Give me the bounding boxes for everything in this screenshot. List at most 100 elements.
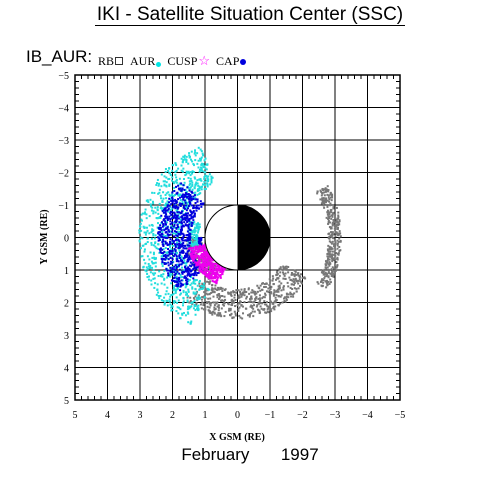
point-aur: [193, 230, 196, 233]
point-cap: [170, 210, 173, 213]
point-aur: [165, 251, 168, 254]
point-aur: [182, 301, 185, 304]
point-rb: [297, 272, 300, 275]
point-aur: [196, 236, 199, 239]
point-aur: [196, 162, 199, 165]
point-aur: [172, 182, 175, 185]
point-rb: [259, 298, 262, 301]
point-cap: [175, 230, 178, 233]
y-tick-label: 4: [64, 364, 69, 375]
point-rb: [282, 273, 285, 276]
point-cap: [171, 267, 174, 270]
point-cap: [177, 233, 180, 236]
point-cap: [187, 267, 190, 270]
point-aur: [196, 182, 199, 185]
point-cap: [183, 256, 186, 259]
point-cap: [178, 255, 181, 258]
point-cap: [161, 221, 164, 224]
point-rb: [331, 222, 334, 225]
x-tick-label: 2: [170, 410, 175, 421]
point-aur: [167, 210, 170, 213]
point-aur: [160, 273, 163, 276]
point-aur: [198, 288, 201, 291]
point-cap: [197, 207, 200, 210]
point-cap: [164, 240, 167, 243]
point-aur: [175, 176, 178, 179]
point-rb: [233, 294, 236, 297]
point-rb: [219, 296, 222, 299]
point-aur: [176, 232, 179, 235]
point-rb: [268, 284, 271, 287]
point-rb: [283, 296, 286, 299]
point-rb: [265, 303, 268, 306]
point-cap: [174, 220, 177, 223]
point-cap: [184, 265, 187, 268]
point-rb: [200, 298, 203, 301]
point-rb: [195, 302, 198, 305]
magenta-star-icon: ☆: [198, 53, 211, 68]
point-rb: [265, 282, 268, 285]
point-aur: [155, 257, 158, 260]
point-rb: [245, 295, 248, 298]
point-cusp: [215, 282, 218, 285]
point-rb: [334, 242, 337, 245]
point-aur: [187, 170, 190, 173]
point-rb: [259, 305, 262, 308]
point-rb: [322, 273, 325, 276]
point-rb: [335, 220, 338, 223]
point-cap: [162, 238, 165, 241]
point-rb: [263, 283, 266, 286]
point-rb: [290, 283, 293, 286]
point-aur: [169, 206, 172, 209]
point-rb: [255, 296, 258, 299]
point-cap: [187, 205, 190, 208]
point-aur: [141, 237, 144, 240]
point-aur: [186, 311, 189, 314]
point-aur: [198, 281, 201, 284]
point-aur: [156, 208, 159, 211]
point-cap: [202, 202, 205, 205]
point-cap: [171, 258, 174, 261]
point-aur: [162, 234, 165, 237]
point-cap: [193, 213, 196, 216]
point-aur: [194, 151, 197, 154]
x-tick-label: 3: [138, 410, 143, 421]
point-rb: [272, 305, 275, 308]
point-aur: [180, 223, 183, 226]
point-cap: [177, 217, 180, 220]
point-rb: [277, 277, 280, 280]
point-cap: [162, 252, 165, 255]
point-cap: [196, 266, 199, 269]
y-tick-label: 3: [64, 331, 69, 342]
point-cap: [181, 245, 184, 248]
point-aur: [162, 300, 165, 303]
point-rb: [239, 293, 242, 296]
point-cap: [164, 210, 167, 213]
point-cap: [180, 282, 183, 285]
point-rb: [293, 280, 296, 283]
point-aur: [174, 300, 177, 303]
point-aur: [191, 181, 194, 184]
point-rb: [331, 269, 334, 272]
point-cusp: [197, 254, 200, 257]
point-rb: [321, 200, 324, 203]
point-rb: [325, 261, 328, 264]
point-rb: [237, 297, 240, 300]
point-aur: [168, 172, 171, 175]
point-aur: [196, 190, 199, 193]
point-aur: [174, 290, 177, 293]
point-aur: [175, 178, 178, 181]
point-aur: [152, 212, 155, 215]
point-cusp: [202, 244, 205, 247]
point-cap: [199, 200, 202, 203]
point-rb: [205, 292, 208, 295]
point-aur: [145, 226, 148, 229]
point-rb: [284, 300, 287, 303]
point-cap: [163, 207, 166, 210]
point-rb: [317, 282, 320, 285]
point-cap: [193, 265, 196, 268]
point-cusp: [200, 247, 203, 250]
point-aur: [193, 233, 196, 236]
point-rb: [217, 294, 220, 297]
point-aur: [188, 278, 191, 281]
